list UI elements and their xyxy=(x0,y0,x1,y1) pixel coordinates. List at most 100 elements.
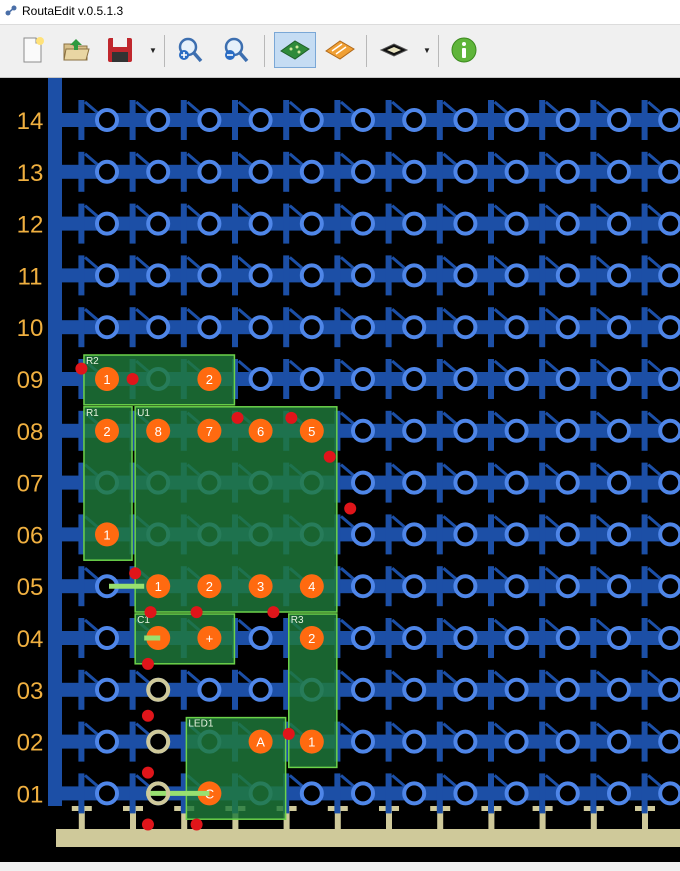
track-stub xyxy=(488,359,494,399)
track-diagonal xyxy=(544,670,561,685)
pad xyxy=(658,315,680,340)
track-stub xyxy=(488,773,494,814)
track-diagonal xyxy=(647,567,664,582)
pad xyxy=(607,263,631,288)
pad xyxy=(555,677,580,702)
track-diagonal xyxy=(596,515,612,530)
toolbar-separator xyxy=(264,35,265,67)
pin-label: A xyxy=(256,735,265,750)
layer-button[interactable] xyxy=(376,32,412,68)
track-stub xyxy=(436,307,443,348)
track-stub xyxy=(590,100,597,140)
pad xyxy=(146,263,171,288)
track-diagonal xyxy=(340,618,356,634)
pin-label: 2 xyxy=(206,372,213,387)
track-diagonal xyxy=(288,152,305,167)
row-label: 14 xyxy=(17,108,44,135)
track-stub xyxy=(641,462,648,503)
component-pin xyxy=(197,367,222,391)
track-stub xyxy=(641,359,648,399)
track-diagonal xyxy=(340,204,356,219)
track-stub xyxy=(590,566,597,607)
track-diagonal xyxy=(340,100,356,116)
pad xyxy=(95,263,119,288)
track-stub xyxy=(488,410,494,451)
track-diagonal xyxy=(237,618,254,634)
wire-view-button[interactable] xyxy=(322,32,358,68)
track-diagonal xyxy=(493,463,510,478)
component-r2[interactable]: R2 1 2 xyxy=(83,354,236,406)
pad xyxy=(351,470,375,495)
track-diagonal xyxy=(391,515,408,530)
track-diagonal xyxy=(442,308,459,323)
zoom-out-icon xyxy=(224,37,249,63)
toolbar-separator xyxy=(164,35,165,67)
zoom-in-button[interactable] xyxy=(172,32,208,68)
track-stub xyxy=(385,359,392,399)
component-r1[interactable]: R1 2 1 xyxy=(83,406,133,561)
pad xyxy=(197,211,222,236)
pad xyxy=(607,677,631,702)
component-pin xyxy=(197,574,222,599)
pad xyxy=(95,315,119,340)
pad xyxy=(504,626,529,650)
track-stub xyxy=(436,618,443,658)
track-stub xyxy=(539,618,546,658)
track-stub xyxy=(180,669,187,710)
pad xyxy=(658,522,680,547)
track-stub xyxy=(129,618,136,658)
track-stub xyxy=(385,669,392,710)
track-stub xyxy=(283,359,290,399)
info-button[interactable] xyxy=(446,32,482,68)
zoom-out-button[interactable] xyxy=(218,32,254,68)
open-file-button[interactable] xyxy=(58,32,94,68)
pad xyxy=(555,418,580,443)
track-diagonal xyxy=(596,722,612,737)
component-c1[interactable]: C1-+ xyxy=(134,613,236,665)
track-diagonal xyxy=(135,774,152,789)
component-body xyxy=(185,716,287,820)
pad xyxy=(402,108,427,132)
track-diagonal xyxy=(493,152,510,167)
track-stub xyxy=(78,307,85,348)
track-diagonal xyxy=(647,411,664,426)
pcb-view-button[interactable] xyxy=(274,32,316,68)
track-diagonal xyxy=(340,256,356,271)
layer-dropdown-arrow[interactable]: ▼ xyxy=(423,45,431,55)
track-stub xyxy=(385,462,392,503)
track-diagonal xyxy=(340,567,356,582)
component-r3[interactable]: R3 2 1 xyxy=(288,613,338,769)
bus-stub xyxy=(283,808,290,830)
track-stub xyxy=(78,410,85,451)
track-diagonal xyxy=(288,774,305,789)
track-stub xyxy=(539,410,546,451)
track-diagonal xyxy=(596,618,612,634)
pcb-canvas[interactable]: 14 13 12 11 10 09 08 07 06 05 04 03 02 01 R2 1 2 R1 2 1 U1 8… xyxy=(0,78,680,862)
component-u1[interactable]: U1 8 7 6 5 1 2 3 4 xyxy=(134,406,338,613)
track-stub xyxy=(78,151,85,192)
pad xyxy=(402,781,427,806)
component-led1[interactable]: LED1AC xyxy=(185,716,287,820)
track-diagonal xyxy=(544,100,561,116)
pad xyxy=(351,159,375,184)
new-file-button[interactable] xyxy=(14,32,50,68)
bus-stub xyxy=(386,808,392,830)
track-diagonal xyxy=(442,618,459,634)
pad xyxy=(555,729,580,754)
pad xyxy=(658,211,680,236)
track-diagonal xyxy=(442,670,459,685)
save-button[interactable] xyxy=(102,32,138,68)
track-stub xyxy=(641,566,648,607)
pad xyxy=(504,574,529,599)
component-body xyxy=(134,406,338,613)
track-diagonal xyxy=(135,308,152,323)
track-stub xyxy=(385,151,392,192)
track-diagonal xyxy=(442,567,459,582)
pad xyxy=(402,418,427,443)
track-diagonal xyxy=(391,256,408,271)
pad xyxy=(504,677,529,702)
track-diagonal xyxy=(135,722,152,737)
save-dropdown-arrow[interactable]: ▼ xyxy=(149,45,157,55)
